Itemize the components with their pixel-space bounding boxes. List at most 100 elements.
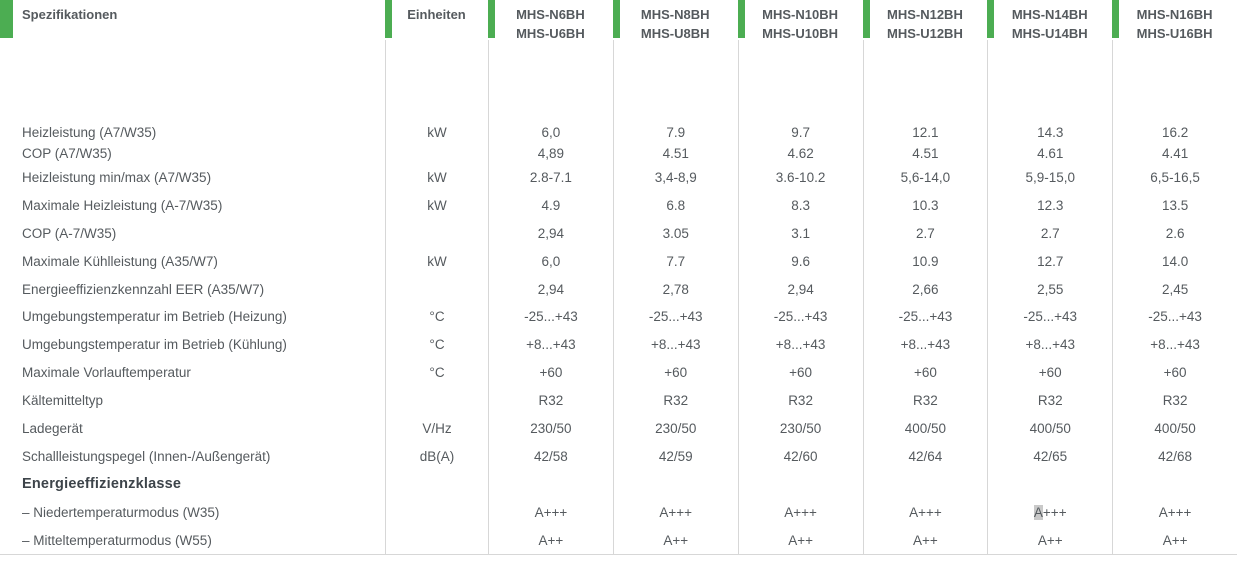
model-name-line2: MHS-U14BH [1011,26,1088,41]
column-header-model-10: MHS-N10BH MHS-U10BH [737,0,863,41]
value-cell: 2,94 [488,275,613,304]
value-cell: -25...+43 [1112,303,1237,332]
spec-label: Maximale Kühlleistung (A35/W7) [22,253,218,269]
spec-header-label: Spezifikationen [22,7,118,22]
value-cell: -25...+43 [488,303,613,332]
unit-cell: kW [385,191,488,220]
table-body: Heizleistung (A7/W35) kW 6,0 7.9 9.7 12.1 14.3… [0,40,1237,556]
spec-label: – Niedertemperaturmodus (W35) [22,504,220,520]
value-cell: A+++ [1112,498,1237,527]
value-cell: 2.7 [862,219,988,248]
spec-label: Umgebungstemperatur im Betrieb (Kühlung) [22,337,287,353]
value-cell: A+++ [862,498,988,527]
value-cell: +60 [737,359,863,388]
value-cell: 12.7 [987,247,1112,276]
spacer-cell [0,40,385,122]
model-name-line2: MHS-U10BH [762,26,838,41]
value-cell: 4.62 [737,143,863,164]
value-cell: 42/64 [862,442,988,471]
value-cell: 6,0 [488,247,613,276]
value-cell: 2,55 [987,275,1112,304]
column-header-spezifikationen: Spezifikationen [0,0,385,40]
model-name-line2: MHS-U8BH [640,26,710,41]
value-cell: +8...+43 [612,331,738,360]
value-cell: 2,66 [862,275,988,304]
value-cell: 230/50 [488,415,613,443]
spec-label: – Mitteltemperaturmodus (W55) [22,532,212,548]
value-cell: -25...+43 [737,303,863,332]
model-name-line2: MHS-U6BH [516,26,585,41]
value-cell: 13.5 [1112,191,1237,220]
value-cell: 42/58 [488,442,613,471]
value-cell: 4.61 [987,143,1112,164]
value-cell: 2,94 [488,219,613,248]
value-cell: 400/50 [987,415,1112,443]
value-cell: 2.7 [987,219,1112,248]
model-name-line2: MHS-U16BH [1136,26,1213,41]
value-cell: 400/50 [862,415,988,443]
spec-label: Maximale Vorlauftemperatur [22,365,191,381]
spec-label: COP (A-7/W35) [22,225,117,241]
value-cell [737,470,863,499]
spec-label: Heizleistung (A7/W35) [22,125,157,140]
value-cell: 3.6-10.2 [737,164,863,192]
unit-cell: kW [385,247,488,276]
value-cell: 4.41 [1112,143,1237,164]
value-cell: R32 [1112,387,1237,416]
value-cell: A+++ [488,498,613,527]
value-cell: +8...+43 [737,331,863,360]
model-name-line1: MHS-N12BH [886,7,963,22]
value-cell: R32 [612,387,738,416]
value-cell: A+++ [612,498,738,527]
table-row: Umgebungstemperatur im Betrieb (Heizung)… [0,303,1237,332]
table-header-row: Spezifikationen Einheiten MHS-N6BH MHS-U… [0,0,1237,41]
model-name-line1: MHS-N14BH [1011,7,1088,22]
table-row: COP (A-7/W35) 2,94 3.05 3.1 2.7 2.7 2.6 [0,219,1237,248]
column-header-einheiten: Einheiten [385,0,488,40]
unit-cell [385,143,488,164]
model-name-line1: MHS-N16BH [1136,7,1213,22]
unit-cell: °C [385,303,488,332]
spec-label: COP (A7/W35) [22,146,112,161]
spacer-cell [385,40,488,122]
value-cell: 16.2 [1112,122,1237,143]
value-cell: 4,89 [488,143,613,164]
unit-cell: °C [385,359,488,388]
value-cell: R32 [488,387,613,416]
value-cell: 14.0 [1112,247,1237,276]
value-cell: 2,78 [612,275,738,304]
value-cell: 400/50 [1112,415,1237,443]
value-cell [612,470,738,499]
table-row: Umgebungstemperatur im Betrieb (Kühlung)… [0,331,1237,360]
value-cell [862,470,988,499]
table-row: Maximale Heizleistung (A-7/W35) kW 4.9 6.8 8… [0,191,1237,220]
table-row: Kältemitteltyp R32 R32 R32 R32 R32 R32 [0,387,1237,416]
value-cell: A++ [1112,526,1237,555]
value-cell: +60 [987,359,1112,388]
value-cell: +8...+43 [862,331,988,360]
value-cell: 10.9 [862,247,988,276]
value-cell: 3.1 [737,219,863,248]
unit-cell: kW [385,122,488,143]
value-cell: R32 [737,387,863,416]
table-row: Heizleistung min/max (A7/W35) kW 2.8-7.1 3,… [0,164,1237,192]
value-cell: 6,5-16,5 [1112,164,1237,192]
value-cell: 230/50 [737,415,863,443]
value-cell: A++ [612,526,738,555]
value-cell: 230/50 [612,415,738,443]
value-cell: 2.8-7.1 [488,164,613,192]
value-cell: +8...+43 [987,331,1112,360]
column-header-model-6: MHS-N6BH MHS-U6BH [488,0,613,41]
table-row: Maximale Vorlauftemperatur °C +60 +60 +60 +60… [0,359,1237,388]
value-cell: +60 [1112,359,1237,388]
value-cell: 4.9 [488,191,613,220]
value-cell: 4.51 [612,143,738,164]
value-cell: 7.9 [612,122,738,143]
model-name-line2: MHS-U12BH [886,26,963,41]
selected-text: A [1033,504,1043,520]
value-cell: 5,6-14,0 [862,164,988,192]
value-cell: +8...+43 [488,331,613,360]
value-cell: 42/65 [987,442,1112,471]
spacer-cell [737,40,863,122]
value-cell: 42/59 [612,442,738,471]
